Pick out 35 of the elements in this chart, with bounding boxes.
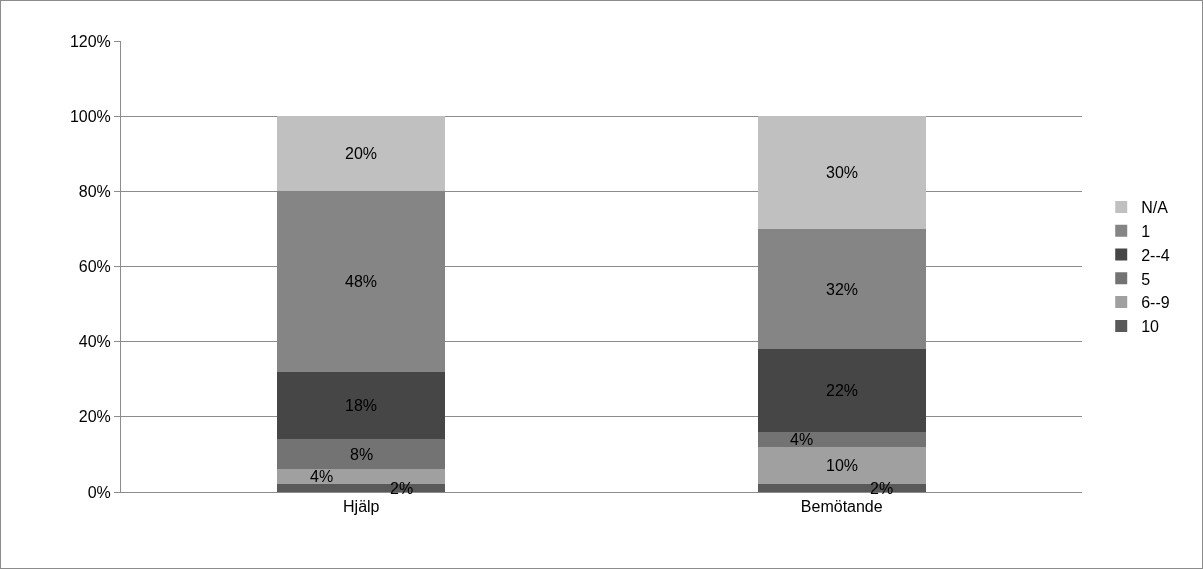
data-label: 4% (790, 431, 814, 448)
data-label: 22% (826, 382, 859, 399)
x-tick-label: Hjälp (343, 498, 380, 516)
data-label: 4% (310, 468, 334, 485)
legend-label: 2--4 (1141, 246, 1170, 264)
data-label: 48% (345, 273, 378, 290)
data-label: 18% (345, 397, 378, 414)
y-tick-label: 100% (69, 107, 111, 125)
legend-label: 10 (1141, 318, 1160, 336)
legend-label: N/A (1141, 199, 1169, 217)
bar (277, 439, 446, 470)
data-label: 2% (870, 480, 894, 497)
data-label: 2% (390, 480, 414, 497)
bar (757, 116, 926, 229)
y-tick-label: 60% (78, 258, 111, 276)
y-tick-label: 40% (78, 333, 111, 351)
x-tick-label: Bemötande (800, 498, 883, 516)
y-tick-label: 80% (78, 182, 111, 200)
y-tick-label: 0% (87, 483, 111, 501)
data-label: 10% (826, 457, 859, 474)
bar (757, 431, 926, 447)
bar (277, 484, 446, 492)
legend-label: 5 (1141, 270, 1151, 288)
bar (277, 116, 446, 192)
y-tick-label: 120% (69, 32, 111, 50)
bar (757, 484, 926, 492)
bar (277, 371, 446, 440)
bar (757, 349, 926, 432)
data-label: 8% (350, 446, 374, 463)
data-label: 32% (826, 281, 859, 298)
y-tick-label: 20% (78, 408, 111, 426)
data-label: 20% (345, 145, 378, 162)
legend-label: 1 (1141, 222, 1151, 240)
legend-label: 6--9 (1141, 294, 1170, 312)
data-label: 30% (826, 164, 859, 181)
